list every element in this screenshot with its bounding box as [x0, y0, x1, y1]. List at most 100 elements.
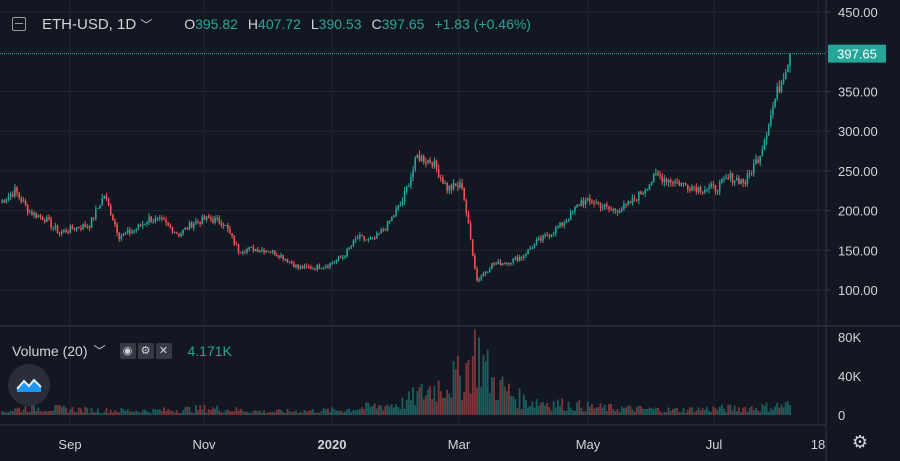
candle-body: [129, 229, 131, 234]
volume-bar: [699, 410, 702, 415]
volume-bar: [261, 412, 263, 415]
volume-bar: [750, 406, 753, 415]
candle-body: [454, 183, 457, 186]
volume-bar: [175, 410, 178, 415]
volume-bar: [212, 407, 214, 415]
eye-icon[interactable]: ◉: [119, 342, 136, 359]
volume-bar: [52, 410, 55, 415]
candle-body: [691, 186, 693, 191]
candle-body: [316, 264, 319, 270]
volume-bar: [278, 409, 280, 415]
volume-axis[interactable]: 0 40K 80K: [838, 330, 861, 423]
volume-bar: [237, 410, 240, 415]
candle-body: [584, 199, 587, 205]
candle-body: [324, 266, 327, 268]
candle-body: [597, 202, 600, 204]
volume-bar: [201, 409, 204, 415]
candle-body: [286, 258, 289, 262]
volume-bar: [124, 410, 127, 415]
volume-bar: [484, 361, 487, 415]
chevron-down-icon[interactable]: ﹀: [140, 17, 153, 32]
candle-body: [303, 265, 306, 269]
volume-bar: [94, 412, 97, 415]
candle-body: [210, 217, 212, 220]
volume-bar: [14, 408, 16, 415]
tradingview-logo-icon[interactable]: [8, 364, 50, 406]
volume-bar: [354, 410, 357, 415]
time-axis[interactable]: Sep Nov 2020 Mar May Jul 18: [58, 437, 825, 452]
candle-body: [295, 264, 297, 268]
minus-square-icon[interactable]: [12, 17, 26, 31]
candle-body: [363, 235, 365, 240]
volume-bar: [601, 407, 604, 415]
volume-bar: [448, 393, 451, 415]
open-value: O395.82: [184, 16, 238, 32]
volume-bar: [169, 410, 172, 415]
candle-body: [393, 215, 395, 217]
candle-body: [71, 226, 74, 230]
candle-body: [708, 186, 710, 189]
volume-label[interactable]: Volume (20): [12, 342, 88, 359]
volume-bar: [126, 409, 129, 415]
candle-body: [41, 216, 44, 221]
candle-body: [299, 266, 302, 269]
volume-bar: [205, 412, 208, 415]
price-tick-label: 250.00: [838, 164, 878, 179]
volume-bar: [533, 407, 536, 415]
candle-body: [5, 199, 8, 203]
candle-body: [171, 227, 174, 233]
volume-bar: [465, 363, 468, 415]
volume-bar: [559, 406, 561, 415]
candle-body: [382, 229, 385, 231]
volume-bar: [133, 411, 136, 415]
candle-body: [772, 106, 774, 115]
candle-body: [52, 227, 55, 229]
close-icon[interactable]: ✕: [155, 342, 172, 359]
candle-body: [235, 244, 238, 246]
candle-body: [420, 156, 423, 161]
volume-bar: [333, 409, 336, 415]
volume-bar: [101, 413, 104, 415]
candle-body: [33, 212, 35, 216]
chevron-down-icon[interactable]: ﹀: [93, 344, 106, 358]
candle-body: [301, 266, 304, 269]
volume-bar: [56, 404, 59, 415]
candle-body: [612, 209, 615, 211]
volume-bar: [314, 412, 317, 415]
candle-body: [203, 216, 206, 221]
candle-body: [678, 181, 681, 186]
volume-bar: [48, 411, 50, 415]
volume-bar: [222, 412, 225, 415]
volume-bar: [390, 404, 393, 415]
settings-gear-icon[interactable]: ⚙: [851, 431, 869, 452]
volume-bar: [180, 412, 182, 415]
candle-body: [43, 220, 46, 222]
volume-bar: [757, 410, 759, 415]
volume-bar: [301, 412, 304, 415]
candle-body: [501, 263, 504, 266]
volume-bar: [209, 410, 212, 415]
volume-bar: [612, 409, 615, 415]
candle-body: [431, 162, 434, 167]
candle-body: [29, 212, 31, 214]
candle-body: [484, 272, 487, 274]
candle-body: [246, 249, 248, 253]
symbol-title[interactable]: ETH-USD, 1D: [42, 15, 137, 33]
candle-body: [557, 226, 559, 228]
volume-bar: [499, 380, 502, 415]
gear-icon[interactable]: ⚙: [137, 342, 154, 359]
candle-body: [606, 204, 608, 207]
candle-body: [552, 233, 555, 235]
volume-bar: [412, 387, 414, 415]
volume-bar: [28, 411, 31, 415]
candle-body: [631, 197, 634, 204]
volume-bar: [275, 410, 278, 415]
volume-bar: [316, 412, 319, 415]
candle-body: [365, 239, 368, 241]
candle-body: [710, 184, 713, 187]
candle-body: [133, 230, 135, 232]
candle-body: [293, 263, 295, 268]
volume-bar: [480, 386, 483, 415]
volume-bar: [748, 407, 751, 415]
